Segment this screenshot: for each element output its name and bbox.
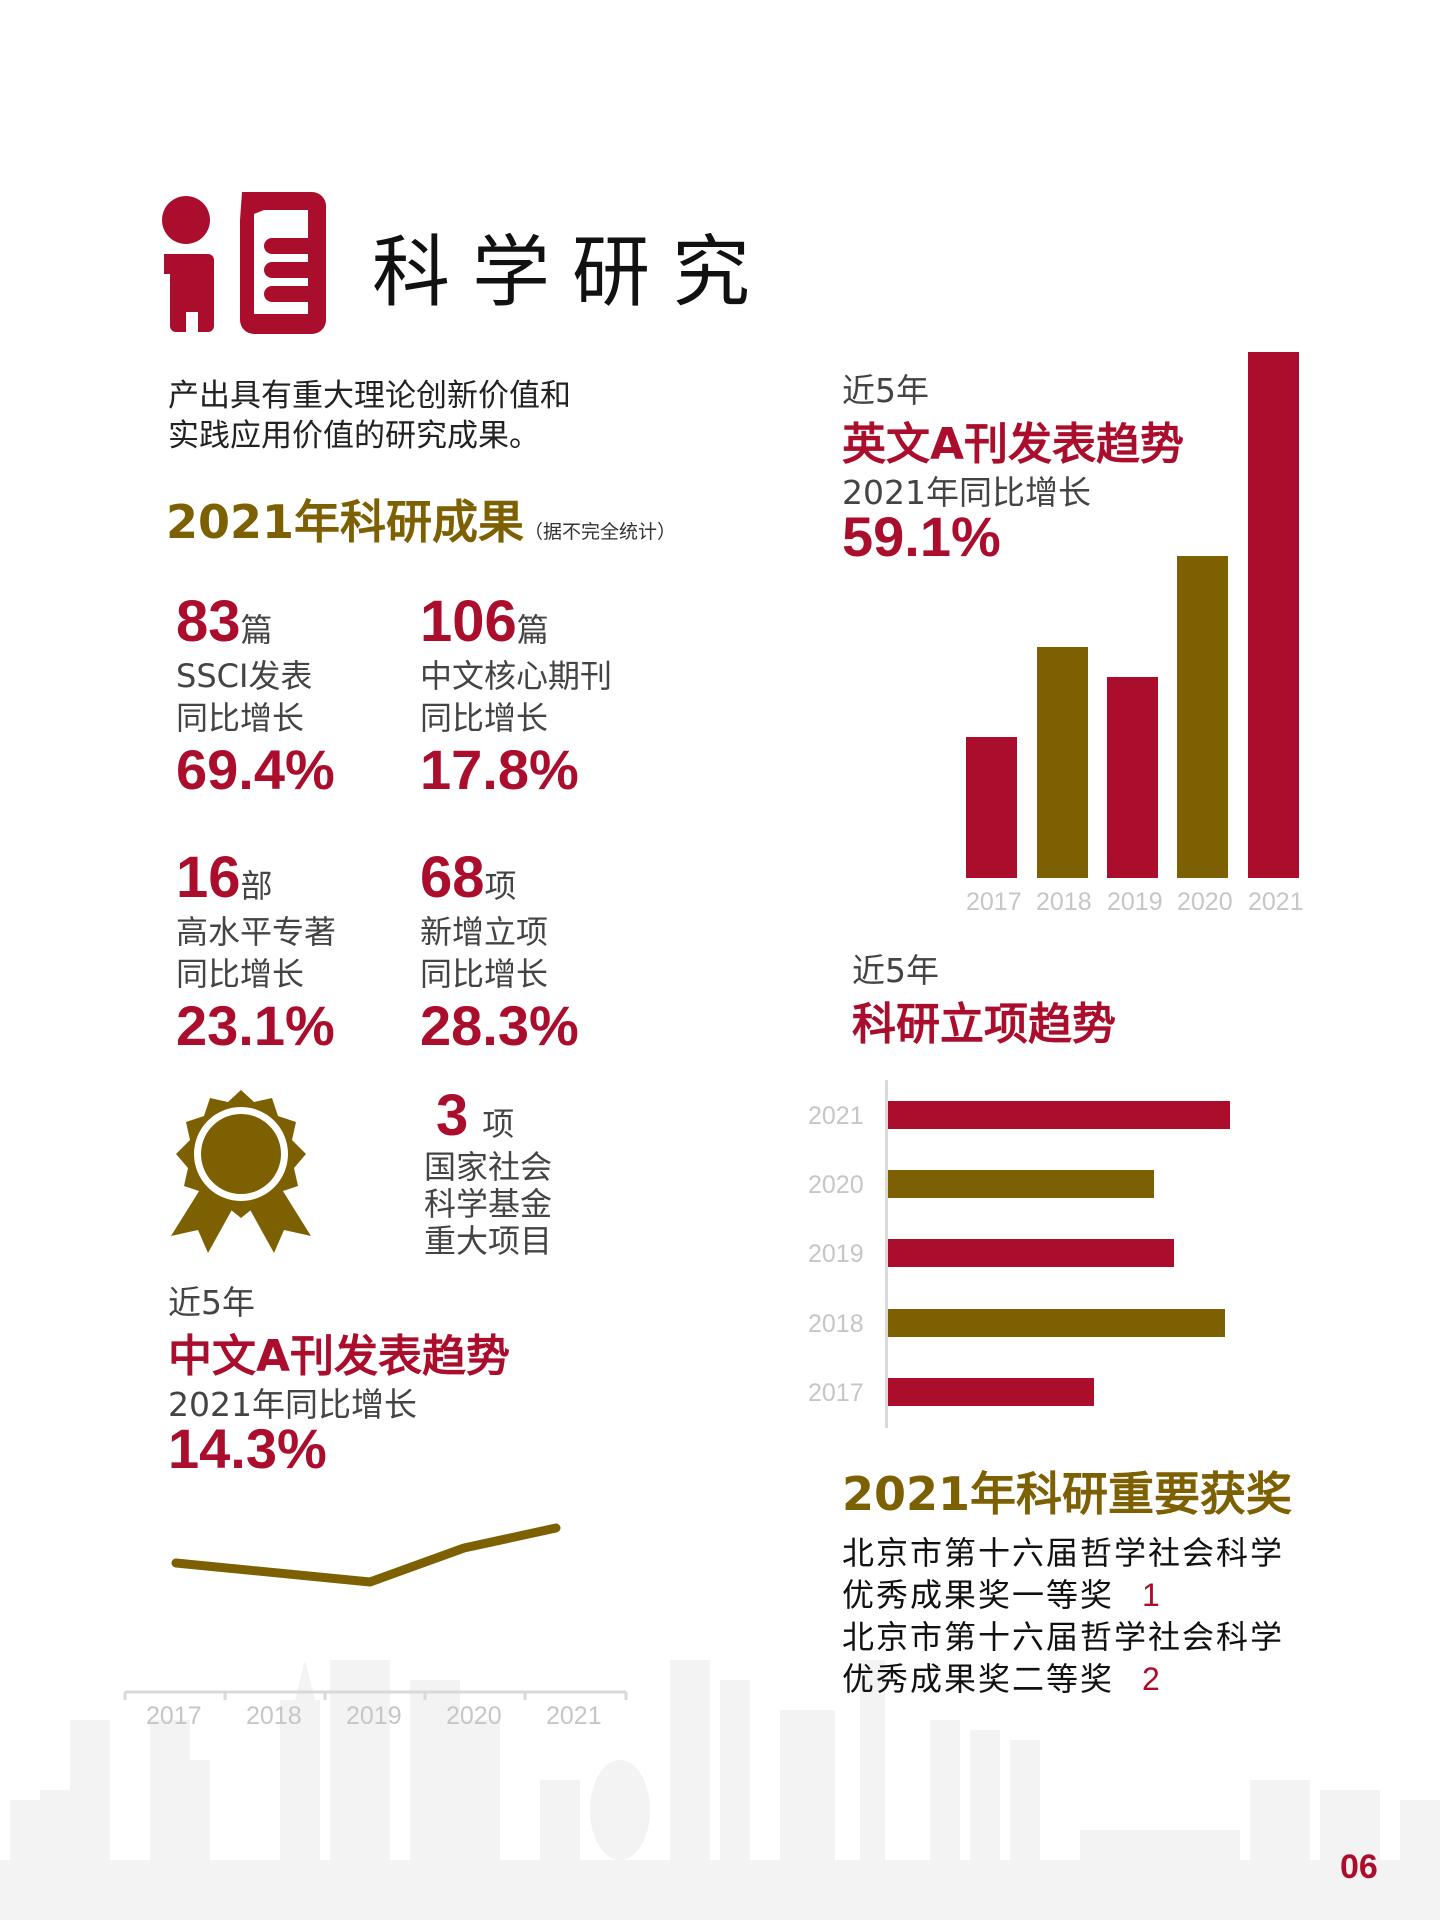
page-title: 科学研究 <box>372 228 773 318</box>
x-tick-2019: 2019 <box>346 1702 402 1730</box>
results-heading-title: 2021年科研成果 <box>166 495 525 549</box>
research-icon <box>158 192 328 338</box>
awards-list: 北京市第十六届哲学社会科学 优秀成果奖一等奖 1 北京市第十六届哲学社会科学 优秀… <box>842 1532 1284 1700</box>
stat-unit: 部 <box>240 867 273 905</box>
x-tick-2018: 2018 <box>1036 888 1092 916</box>
project-trend-pre: 近5年 <box>852 951 939 990</box>
x-tick-2019: 2019 <box>1107 888 1163 916</box>
bar-2021 <box>1248 352 1299 878</box>
stat-number: 3 <box>436 1083 469 1148</box>
english-trend-sub: 2021年同比增长 <box>842 473 1091 512</box>
stat-label: SSCI发表 <box>176 657 313 695</box>
hbar-2020 <box>888 1170 1154 1198</box>
stat-label: 重大项目 <box>424 1222 553 1260</box>
english-trend-title: 英文A刊发表趋势 <box>842 419 1185 470</box>
stat-label: 中文核心期刊 <box>420 657 613 695</box>
intro-line-2: 实践应用价值的研究成果。 <box>168 418 540 454</box>
intro-text: 产出具有重大理论创新价值和 实践应用价值的研究成果。 <box>168 376 571 456</box>
stat-label: 国家社会 <box>424 1148 553 1186</box>
stat-label-yoy: 同比增长 <box>420 699 549 737</box>
y-axis <box>885 1080 888 1428</box>
trend-line <box>171 1523 561 1587</box>
stat-ssci: 83篇 SSCI发表 同比增长 69.4% <box>176 588 335 801</box>
page-number: 06 <box>1340 1848 1378 1886</box>
award-item-2-line1: 北京市第十六届哲学社会科学 <box>842 1618 1285 1656</box>
award-name: 优秀成果奖二等奖 <box>842 1660 1115 1698</box>
award-count: 2 <box>1142 1661 1162 1697</box>
award-medal-icon <box>171 1090 311 1253</box>
x-tick-2021: 2021 <box>546 1702 602 1730</box>
stat-unit: 篇 <box>516 611 549 649</box>
stat-number: 16 <box>176 845 241 910</box>
award-item-2-line2: 优秀成果奖二等奖 2 <box>842 1658 1284 1700</box>
stat-number: 83 <box>176 589 241 654</box>
english-trend-bar-chart <box>966 350 1306 878</box>
y-tick-2018: 2018 <box>808 1310 864 1338</box>
stat-chinese-core: 106篇 中文核心期刊 同比增长 17.8% <box>420 588 612 801</box>
award-medal <box>166 1088 316 1257</box>
english-trend-pre: 近5年 <box>842 371 929 410</box>
hbar-2021 <box>888 1101 1230 1129</box>
y-tick-2020: 2020 <box>808 1171 864 1199</box>
bar-2020 <box>1177 556 1228 878</box>
x-tick-2021: 2021 <box>1248 888 1304 916</box>
stat-number: 106 <box>420 589 517 654</box>
chinese-trend-line-chart <box>123 1523 628 1700</box>
hbar-2018 <box>888 1309 1225 1337</box>
stat-percent: 69.4% <box>176 738 335 801</box>
results-note: （据不完全统计） <box>524 521 677 543</box>
stat-percent: 17.8% <box>420 738 579 801</box>
awards-heading: 2021年科研重要获奖 <box>842 1467 1293 1521</box>
bar-2017 <box>966 737 1017 878</box>
stat-label: 高水平专著 <box>176 913 337 951</box>
x-tick-2018: 2018 <box>246 1702 302 1730</box>
stat-label-yoy: 同比增长 <box>176 955 305 993</box>
stat-new-projects: 68项 新增立项 同比增长 28.3% <box>420 844 579 1057</box>
chinese-trend-pre: 近5年 <box>168 1283 255 1322</box>
chinese-trend-pct: 14.3% <box>168 1417 327 1480</box>
stat-number: 68 <box>420 845 485 910</box>
chinese-trend-sub: 2021年同比增长 <box>168 1385 417 1424</box>
city-skyline-background <box>0 1660 1440 1920</box>
bar-2018 <box>1037 647 1088 878</box>
y-tick-2019: 2019 <box>808 1240 864 1268</box>
stat-label-yoy: 同比增长 <box>420 955 549 993</box>
hbar-2019 <box>888 1239 1174 1267</box>
award-item-1-line1: 北京市第十六届哲学社会科学 <box>842 1534 1285 1572</box>
y-tick-2017: 2017 <box>808 1379 864 1407</box>
intro-line-1: 产出具有重大理论创新价值和 <box>168 378 571 414</box>
results-heading: 2021年科研成果（据不完全统计） <box>166 486 676 552</box>
english-trend-pct: 59.1% <box>842 505 1001 568</box>
project-trend-header: 近5年 科研立项趋势 <box>852 944 1116 1052</box>
stat-percent: 23.1% <box>176 994 335 1057</box>
bar-2019 <box>1107 677 1158 878</box>
award-count: 1 <box>1142 1577 1162 1613</box>
stat-unit: 项 <box>484 867 517 905</box>
english-trend-header: 近5年 英文A刊发表趋势 2021年同比增长 59.1% <box>842 364 1184 569</box>
x-tick-2020: 2020 <box>1177 888 1233 916</box>
stat-monographs: 16部 高水平专著 同比增长 23.1% <box>176 844 336 1057</box>
hbar-2017 <box>888 1378 1094 1406</box>
y-tick-2021: 2021 <box>808 1102 864 1130</box>
chinese-trend-header: 近5年 中文A刊发表趋势 2021年同比增长 14.3% <box>168 1276 510 1481</box>
stat-label-yoy: 同比增长 <box>176 699 305 737</box>
project-trend-title: 科研立项趋势 <box>852 999 1116 1050</box>
research-document-person-icon <box>162 192 326 334</box>
stat-label: 新增立项 <box>420 913 549 951</box>
x-tick-2020: 2020 <box>446 1702 502 1730</box>
stat-percent: 28.3% <box>420 994 579 1057</box>
award-item-1-line2: 优秀成果奖一等奖 1 <box>842 1574 1284 1616</box>
stat-label: 科学基金 <box>424 1185 553 1223</box>
x-tick-2017: 2017 <box>966 888 1022 916</box>
chinese-trend-title: 中文A刊发表趋势 <box>168 1331 511 1382</box>
award-name: 优秀成果奖一等奖 <box>842 1576 1115 1614</box>
x-tick-2017: 2017 <box>146 1702 202 1730</box>
stat-unit: 篇 <box>240 611 273 649</box>
stat-unit: 项 <box>482 1105 515 1143</box>
